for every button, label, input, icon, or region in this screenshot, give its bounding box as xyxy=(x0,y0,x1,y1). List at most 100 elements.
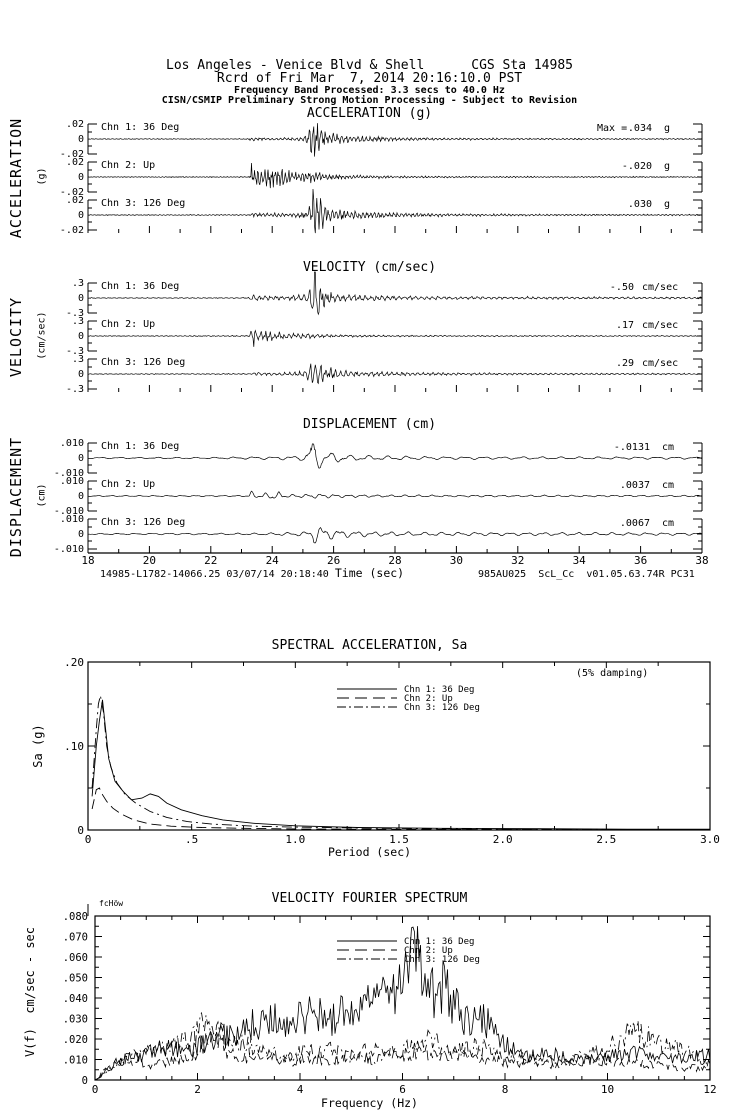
max-prefix-label: Max = xyxy=(597,123,627,134)
y-tick-label: .010 xyxy=(60,476,84,487)
fourier-y-tick-label: .070 xyxy=(63,932,88,944)
y-tick-label: .02 xyxy=(66,157,84,168)
legend-label: Chn 1: 36 Deg xyxy=(404,685,474,695)
channel-label: Chn 1: 36 Deg xyxy=(101,281,179,292)
velocity-axis-unit: (cm/sec) xyxy=(36,311,48,360)
fourier-y-tick-label: .030 xyxy=(63,1014,88,1026)
fourier-y-tick-label: .050 xyxy=(63,973,88,985)
y-tick-label: 0 xyxy=(78,331,84,342)
fourier-x-tick-label: 0 xyxy=(92,1083,99,1096)
max-value: .0067 xyxy=(620,518,650,529)
max-unit: cm/sec xyxy=(642,282,678,293)
x-tick-label: 18 xyxy=(81,554,94,567)
channel-label: Chn 2: Up xyxy=(101,479,155,490)
sa-y-tick-label: .10 xyxy=(64,740,84,753)
max-unit: cm xyxy=(662,442,674,453)
x-tick-label: 22 xyxy=(204,554,217,567)
record-datetime: Rcrd of Fri Mar 7, 2014 20:16:10.0 PST xyxy=(216,71,523,86)
max-unit: cm/sec xyxy=(642,358,678,369)
sa-x-tick-label: 2.5 xyxy=(596,833,616,846)
max-value: -.50 xyxy=(610,282,634,293)
x-tick-label: 30 xyxy=(450,554,463,567)
station-title: Los Angeles - Venice Blvd & Shell CGS St… xyxy=(166,58,573,73)
fourier-x-tick-label: 2 xyxy=(194,1083,201,1096)
legend-label: Chn 3: 126 Deg xyxy=(404,955,480,965)
max-unit: cm xyxy=(662,480,674,491)
y-tick-label: -.02 xyxy=(60,225,84,236)
fourier-x-tick-label: 12 xyxy=(703,1083,716,1096)
sa-curve-chn1 xyxy=(91,699,710,830)
y-axis-bracket-left xyxy=(87,442,97,474)
x-tick-label: 36 xyxy=(634,554,647,567)
fourier-y-tick-label: .010 xyxy=(63,1055,88,1067)
max-value: -.0131 xyxy=(614,442,650,453)
max-unit: cm xyxy=(662,518,674,529)
fourier-y-tick-label: .080 xyxy=(63,911,88,923)
y-tick-label: .3 xyxy=(72,354,84,365)
sa-x-tick-label: .5 xyxy=(185,833,198,846)
record-id-footer: 14985-L1782-14066.25 03/07/14 20:18:40 xyxy=(100,569,329,580)
processing-version-footer: 985AU025 ScL_Cc v01.05.63.74R PC31 xyxy=(478,569,695,580)
y-tick-label: -.3 xyxy=(66,308,84,319)
y-tick-label: 0 xyxy=(78,134,84,145)
y-tick-label: .3 xyxy=(72,278,84,289)
y-tick-label: -.010 xyxy=(54,468,84,479)
fourier-x-tick-label: 10 xyxy=(601,1083,614,1096)
channel-label: Chn 3: 126 Deg xyxy=(101,198,185,209)
sa-title: SPECTRAL ACCELERATION, Sa xyxy=(271,638,468,653)
y-tick-label: -.3 xyxy=(66,346,84,357)
y-axis-bracket-left xyxy=(87,320,97,352)
channel-label: Chn 2: Up xyxy=(101,160,155,171)
fc-corner-note: fcHöw xyxy=(99,899,124,908)
y-axis-bracket-left xyxy=(87,518,97,550)
fourier-x-tick-label: 6 xyxy=(399,1083,406,1096)
sa-x-tick-label: 1.0 xyxy=(285,833,305,846)
fourier-curve-chn3 xyxy=(94,1012,711,1080)
fourier-y-tick-label: 0 xyxy=(82,1075,88,1087)
trace-group3-chn1 xyxy=(87,443,702,469)
fourier-y-tick-label: .020 xyxy=(63,1034,88,1046)
max-value: .29 xyxy=(616,358,634,369)
legend-label: Chn 2: Up xyxy=(404,946,453,956)
y-axis-bracket-left xyxy=(87,161,97,193)
frequency-band-note: Frequency Band Processed: 3.3 secs to 40… xyxy=(234,85,505,96)
x-tick-label: 32 xyxy=(511,554,524,567)
y-tick-label: 0 xyxy=(78,172,84,183)
y-tick-label: -.02 xyxy=(60,149,84,160)
y-tick-label: 0 xyxy=(78,453,84,464)
channel-label: Chn 3: 126 Deg xyxy=(101,517,185,528)
sa-y-axis-label: Sa (g) xyxy=(31,724,45,768)
trace-group1-chn3 xyxy=(87,188,702,234)
y-tick-label: 0 xyxy=(78,491,84,502)
period-axis-label: Period (sec) xyxy=(327,845,412,859)
trace-group3-chn2 xyxy=(87,490,702,499)
max-unit: g xyxy=(664,123,670,134)
fourier-y-tick-label: .040 xyxy=(63,993,88,1005)
x-tick-label: 38 xyxy=(695,554,708,567)
y-axis-bracket-left xyxy=(87,123,97,155)
y-tick-label: -.010 xyxy=(54,544,84,555)
y-tick-label: .02 xyxy=(66,195,84,206)
sa-y-tick-label: 0 xyxy=(77,824,84,837)
max-unit: g xyxy=(664,161,670,172)
y-tick-label: 0 xyxy=(78,210,84,221)
fourier-y-tick-label: .060 xyxy=(63,952,88,964)
y-axis-bracket-left xyxy=(87,358,97,390)
sa-plot-frame xyxy=(87,661,711,831)
max-unit: cm/sec xyxy=(642,320,678,331)
max-value: -.020 xyxy=(622,161,652,172)
fourier-y-axis-label: V(f) cm/sec - sec xyxy=(23,926,37,1058)
y-tick-label: -.02 xyxy=(60,187,84,198)
x-tick-label: 34 xyxy=(573,554,587,567)
acceleration-title: ACCELERATION (g) xyxy=(306,106,433,121)
y-tick-label: .010 xyxy=(60,438,84,449)
x-tick-label: 26 xyxy=(327,554,340,567)
sa-curve-chn2 xyxy=(91,787,711,831)
y-axis-bracket-right xyxy=(693,518,703,550)
channel-label: Chn 3: 126 Deg xyxy=(101,357,185,368)
x-tick-label: 24 xyxy=(266,554,280,567)
legend-label: Chn 3: 126 Deg xyxy=(404,703,480,713)
y-tick-label: -.3 xyxy=(66,384,84,395)
trace-group1-chn1 xyxy=(87,123,702,157)
